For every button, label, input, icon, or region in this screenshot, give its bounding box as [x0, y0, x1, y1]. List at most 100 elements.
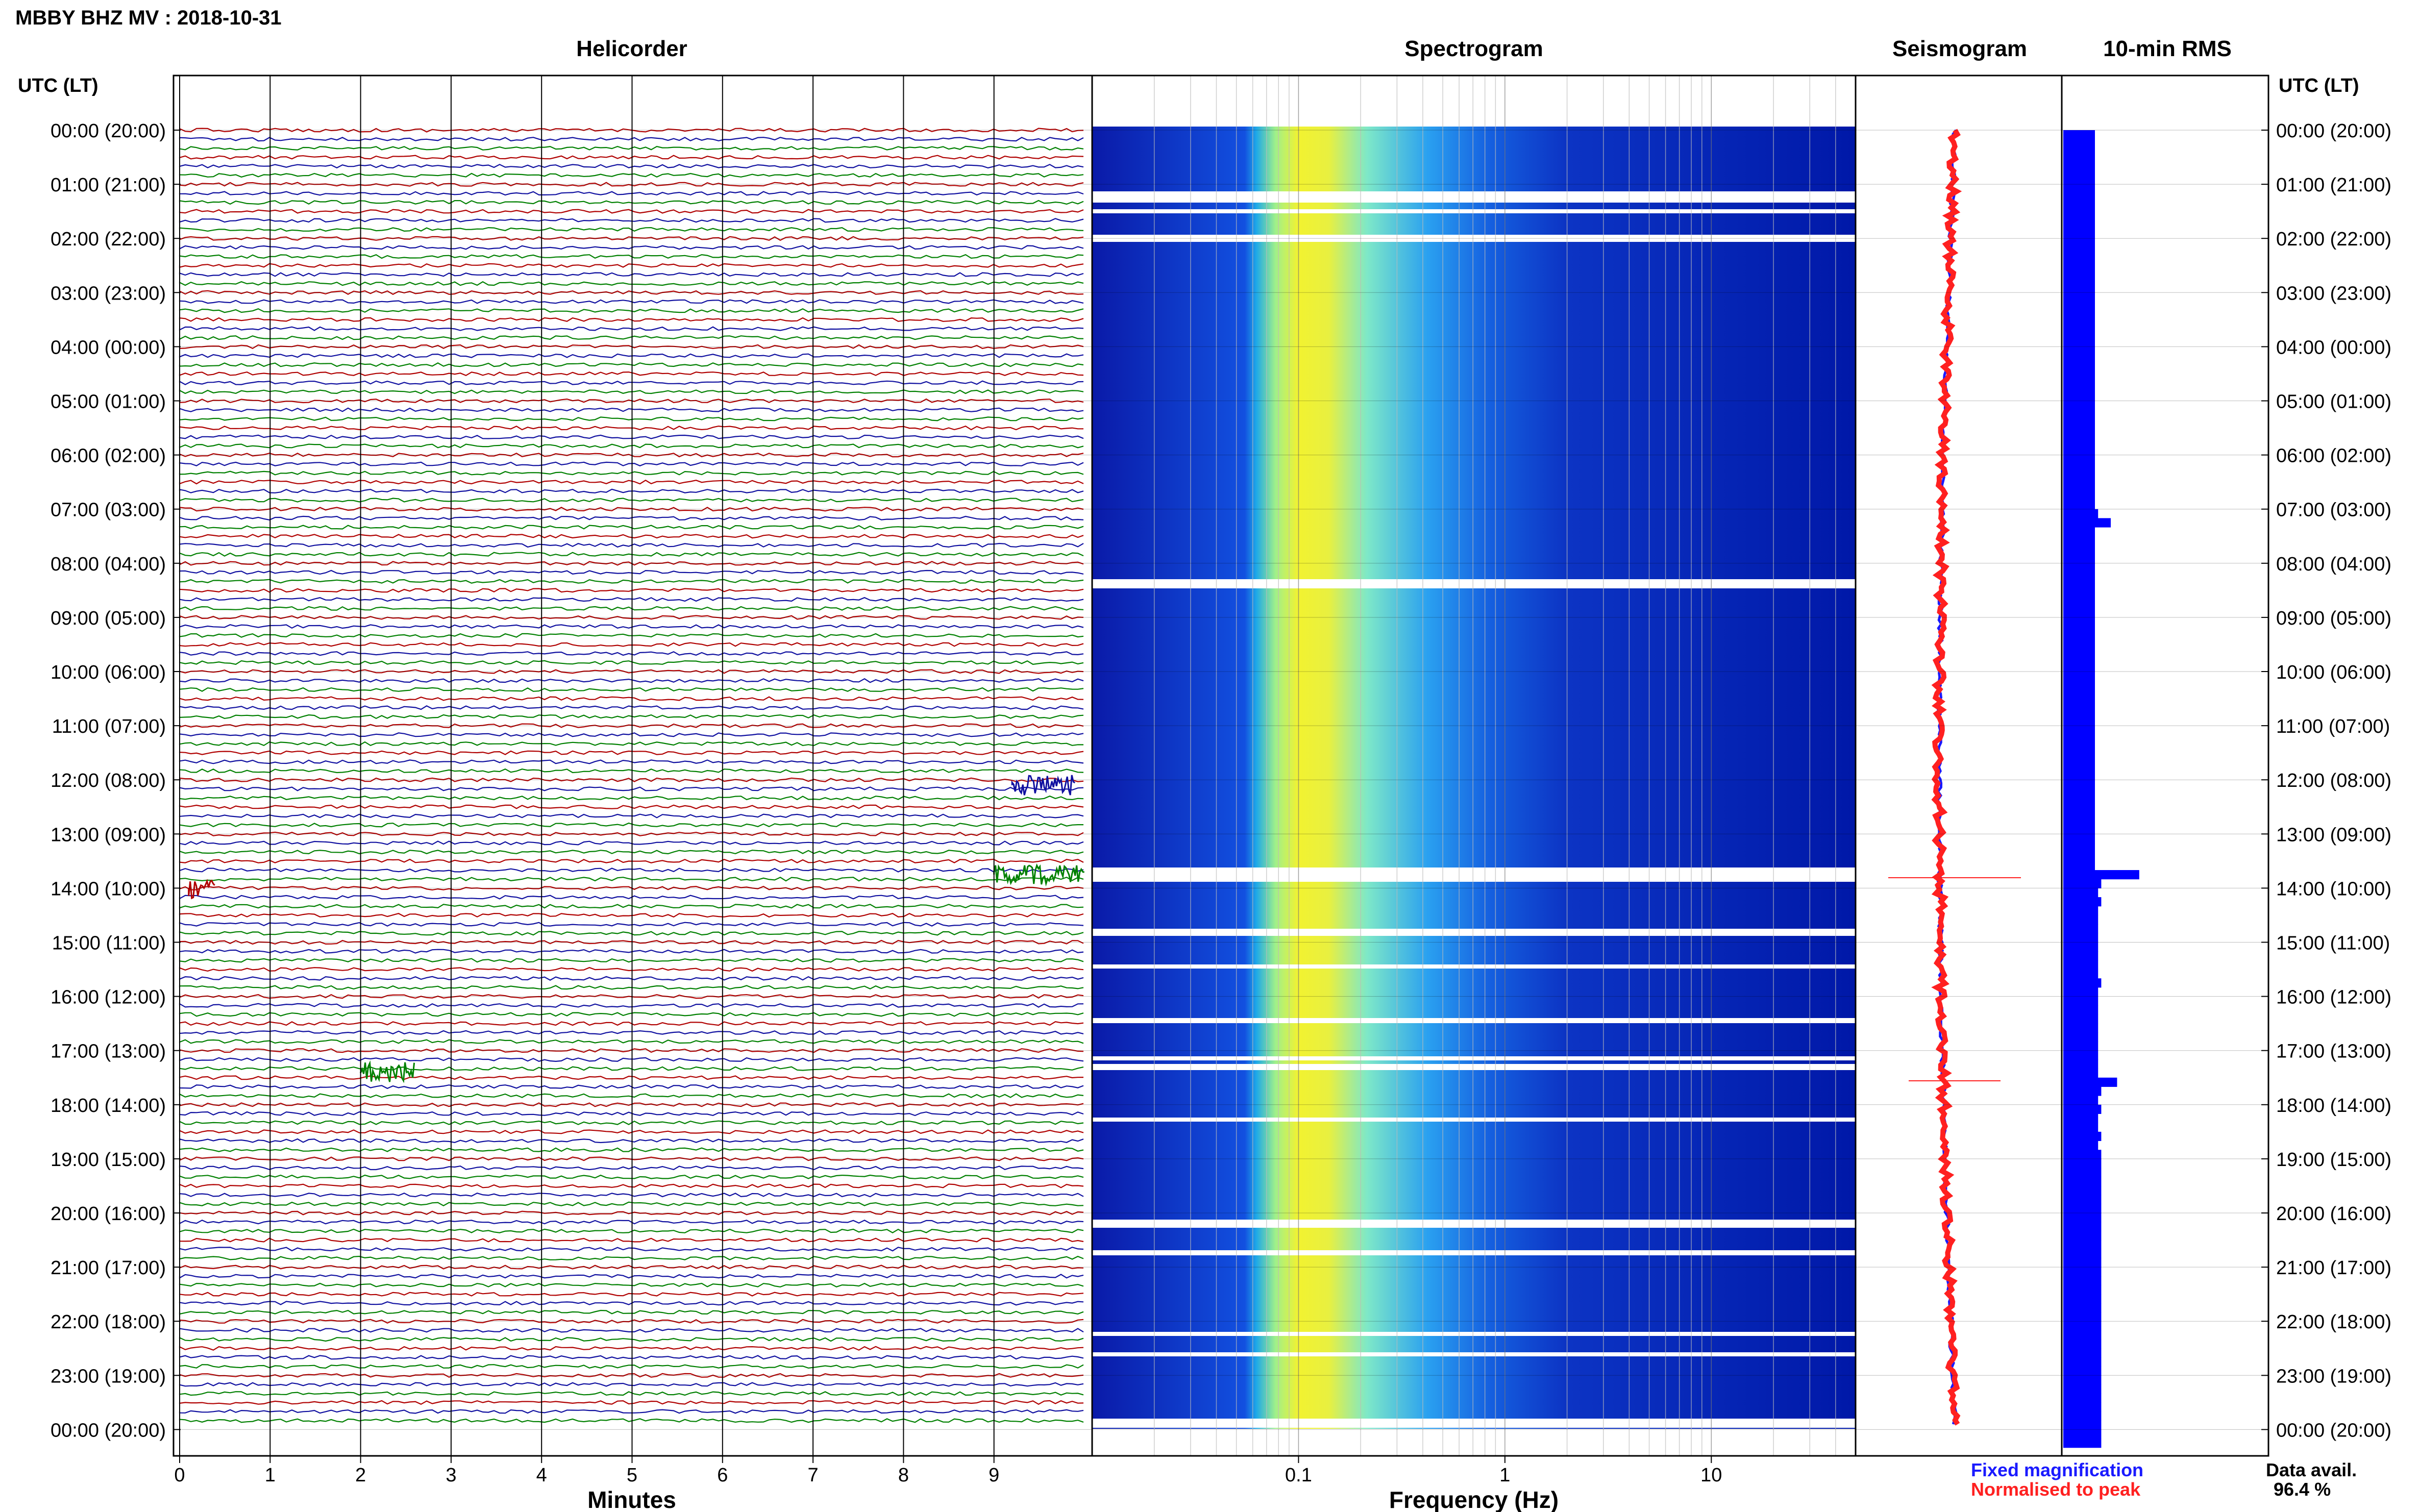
seismogram-trace-normalised [1931, 129, 1962, 1426]
rms-bar [2063, 1439, 2102, 1448]
helicorder-trace [179, 407, 1084, 412]
time-tick-label: 04:00 (00:00) [2276, 337, 2391, 358]
rms-bar [2063, 834, 2095, 844]
seismogram-panel [1888, 129, 2021, 1426]
rms-bar [2063, 960, 2099, 970]
time-tick-label: 07:00 (03:00) [2276, 500, 2391, 521]
rms-bar [2063, 1312, 2102, 1322]
helicorder-trace [179, 281, 1084, 286]
time-tick-label: 12:00 (08:00) [2276, 770, 2391, 791]
helicorder-trace [179, 353, 1084, 358]
helicorder-trace [179, 272, 1084, 277]
rms-bar [2063, 689, 2095, 699]
rms-bar [2063, 175, 2095, 185]
rms-bar [2063, 1014, 2099, 1024]
helicorder-trace [179, 1021, 1084, 1026]
rms-bar [2063, 1294, 2102, 1304]
rms-bar [2063, 410, 2095, 419]
rms-bar [2063, 256, 2095, 266]
rms-bar [2063, 1113, 2099, 1123]
rms-bar [2063, 743, 2095, 753]
rms-bar [2063, 1204, 2102, 1213]
helicorder-trace [179, 1111, 1084, 1117]
minute-tick-label: 9 [989, 1465, 999, 1486]
spectrogram-gap [1092, 579, 1856, 588]
helicorder-trace [179, 380, 1084, 385]
helicorder-trace [179, 236, 1084, 241]
helicorder-trace [179, 885, 1084, 891]
data-availability-label: Data avail. [2266, 1459, 2357, 1480]
rms-bar [2063, 699, 2095, 708]
rms-bar [2063, 771, 2095, 780]
spectrogram-gap [1092, 929, 1856, 936]
helicorder-trace [179, 633, 1084, 638]
rms-bar [2063, 1249, 2102, 1258]
helicorder-trace [179, 1210, 1084, 1216]
rms-bar [2063, 879, 2102, 888]
helicorder-trace [179, 164, 1084, 169]
rms-bar [2063, 1321, 2102, 1331]
time-tick-label: 22:00 (18:00) [2276, 1311, 2391, 1333]
rms-bar [2063, 464, 2095, 474]
rms-bar [2063, 942, 2099, 952]
frequency-tick-label: 1 [1499, 1465, 1510, 1486]
rms-bar [2063, 220, 2095, 230]
rms-frame [2061, 75, 2269, 1457]
time-header-left: UTC (LT) [18, 75, 98, 96]
rms-bar [2063, 1131, 2102, 1142]
helicorder-trace [179, 994, 1084, 999]
helicorder-trace [179, 831, 1084, 836]
helicorder-trace [179, 1336, 1084, 1342]
helicorder-trace [179, 1247, 1084, 1252]
helicorder-trace [179, 840, 1084, 846]
helicorder-trace [179, 1003, 1084, 1008]
helicorder-trace [179, 1409, 1084, 1414]
rms-bar [2063, 148, 2095, 158]
spectrogram-gap [1092, 1332, 1856, 1336]
seismogram-title: Seismogram [1892, 36, 2027, 61]
rms-bar [2063, 418, 2095, 429]
rms-bar [2063, 563, 2095, 573]
rms-bar [2063, 166, 2095, 176]
helicorder-event [188, 879, 215, 900]
helicorder-trace [179, 326, 1084, 331]
helicorder-trace [179, 985, 1084, 990]
helicorder-trace [179, 1183, 1084, 1188]
spectrogram-gap [1092, 1352, 1856, 1356]
helicorder-trace [179, 1048, 1084, 1053]
helicorder-trace [179, 1292, 1084, 1297]
rms-bar [2063, 635, 2095, 645]
helicorder-trace [179, 1346, 1084, 1351]
rms-bar [2063, 996, 2099, 1006]
rms-bar [2063, 229, 2095, 239]
helicorder-trace [179, 1075, 1084, 1080]
helicorder-trace [179, 678, 1084, 683]
helicorder-trace [179, 1282, 1084, 1288]
minute-tick-label: 6 [717, 1465, 728, 1486]
helicorder-trace [179, 479, 1084, 485]
rms-bar [2063, 202, 2095, 212]
seis-frame [1855, 75, 2063, 1457]
helicorder-trace [179, 822, 1083, 828]
helicorder-trace [179, 795, 1084, 801]
helicorder-trace [179, 416, 1084, 422]
helicorder-trace [179, 191, 1084, 196]
helicorder-trace [179, 606, 1084, 611]
spectrogram-gap [1092, 1419, 1856, 1428]
rms-bar [2063, 734, 2095, 744]
rms-bar [2063, 1168, 2102, 1177]
minute-tick-label: 7 [808, 1465, 819, 1486]
helicorder-title: Helicorder [576, 36, 687, 61]
helicorder-trace [179, 624, 1084, 629]
rms-bar [2063, 897, 2102, 907]
helicorder-trace [179, 850, 1084, 855]
helicorder-trace [179, 569, 1084, 575]
helicorder-trace [179, 958, 1084, 963]
rms-bar [2063, 726, 2095, 735]
helicorder-trace [179, 507, 1084, 512]
helicorder-trace [179, 1084, 1084, 1089]
rms-bar [2063, 1429, 2102, 1439]
time-tick-label: 20:00 (16:00) [2276, 1203, 2391, 1225]
rms-bar [2063, 1123, 2099, 1132]
helicorder-trace [179, 931, 1084, 936]
